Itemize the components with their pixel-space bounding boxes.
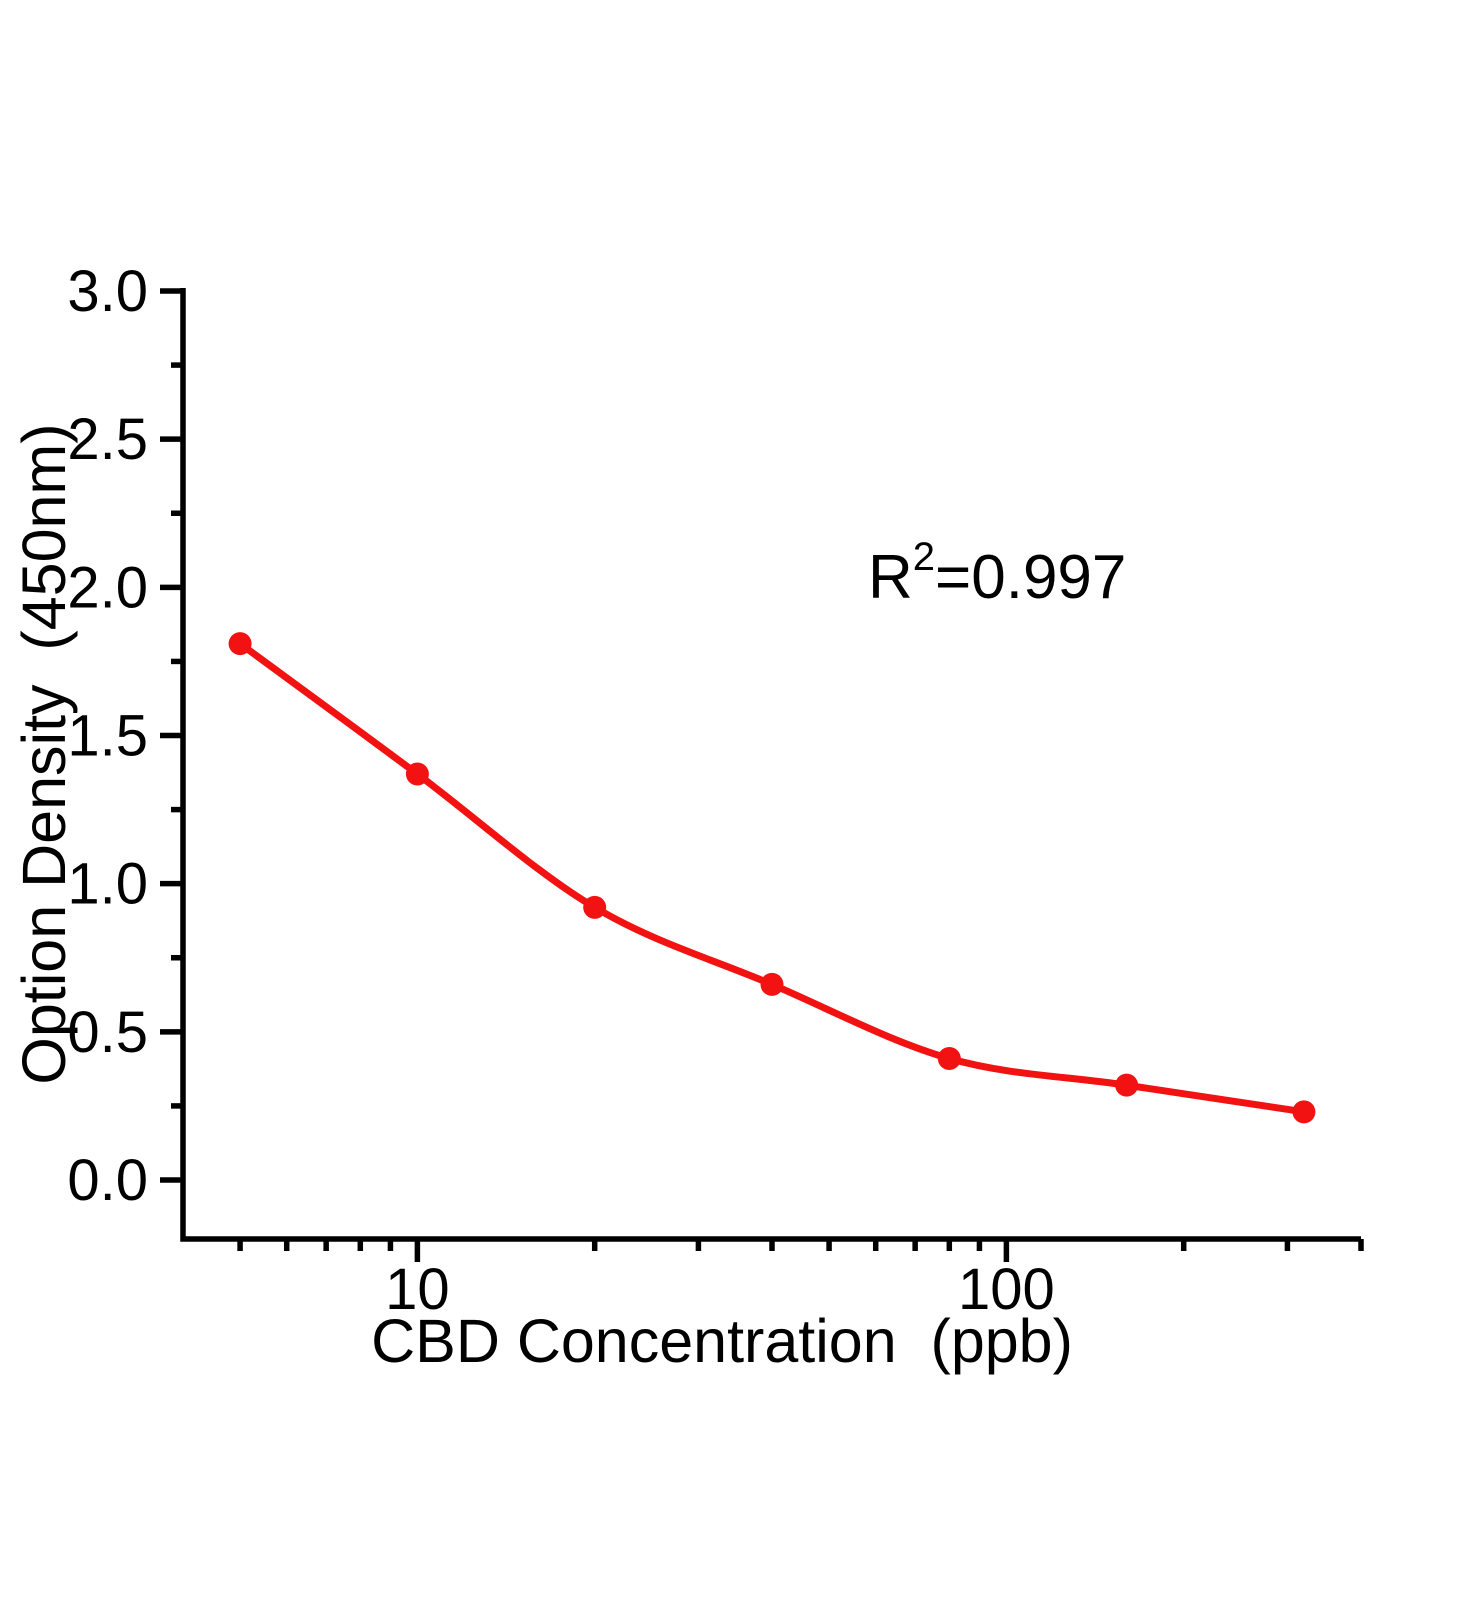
y-axis-title: Option Density (450nm) xyxy=(10,423,78,1085)
data-points xyxy=(228,632,1316,1124)
data-point-marker xyxy=(583,895,607,919)
r-squared-base: R xyxy=(868,543,913,612)
r-squared-annotation: R2=0.997 xyxy=(868,537,1127,613)
tick-label: 1.0 xyxy=(67,852,148,917)
data-point-marker xyxy=(1292,1100,1316,1124)
data-point-marker xyxy=(405,762,429,786)
tick-label: 0.0 xyxy=(67,1148,148,1213)
data-point-marker xyxy=(760,972,784,996)
tick-label: 100 xyxy=(958,1257,1055,1322)
tick-label: 2.5 xyxy=(67,407,148,472)
fit-curve xyxy=(236,640,1308,1116)
tick-label: 3.0 xyxy=(67,259,148,324)
tick-label: 10 xyxy=(385,1257,450,1322)
tick-label: 0.5 xyxy=(67,1000,148,1065)
tick-label: 2.0 xyxy=(67,555,148,620)
x-axis-title: CBD Concentration (ppb) xyxy=(371,1307,1073,1375)
axis-ticks xyxy=(160,288,1364,1262)
axes-frame xyxy=(180,288,1361,1242)
data-point-marker xyxy=(937,1047,961,1071)
data-point-marker xyxy=(228,632,252,656)
r-squared-exponent: 2 xyxy=(912,535,936,579)
tick-labels: 0.0 0.5 1.0 1.5 2.0 2.5 3.0 10 100 xyxy=(67,259,1054,1322)
data-point-marker xyxy=(1115,1073,1139,1097)
r-squared-value: =0.997 xyxy=(935,543,1127,612)
tick-label: 1.5 xyxy=(67,704,148,769)
